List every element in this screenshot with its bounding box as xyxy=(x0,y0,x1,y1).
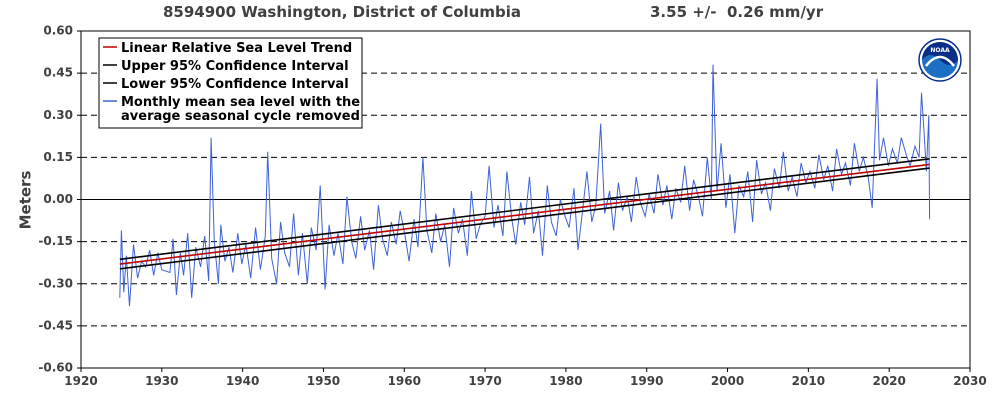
legend-lower-ci-label: Lower 95% Confidence Interval xyxy=(121,77,349,92)
monthly-sea-level-series xyxy=(119,64,931,307)
x-tick-label: 2000 xyxy=(711,374,744,388)
y-tick-label: -0.30 xyxy=(38,276,73,290)
legend-trend-label: Linear Relative Sea Level Trend xyxy=(121,41,352,56)
y-tick-label: -0.15 xyxy=(38,234,73,248)
y-tick-label: -0.45 xyxy=(38,318,73,332)
series-layer xyxy=(119,64,931,307)
legend-box xyxy=(98,37,363,129)
x-tick-label: 2020 xyxy=(872,374,905,388)
y-tick-label: 0.00 xyxy=(43,192,73,206)
y-tick-label: 0.15 xyxy=(43,150,73,164)
legend-upper-ci-label: Upper 95% Confidence Interval xyxy=(121,59,349,74)
x-tick-label: 1920 xyxy=(64,374,97,388)
upper-confidence-line xyxy=(119,157,930,261)
y-axis-label: Meters xyxy=(17,171,35,230)
chart-title: 8594900 Washington, District of Columbia xyxy=(163,3,521,21)
x-tick-label: 1970 xyxy=(468,374,501,388)
lower-confidence-line xyxy=(119,167,930,270)
x-tick-label: 1980 xyxy=(549,374,582,388)
noaa-logo: NOAA xyxy=(918,38,962,82)
x-tick-label: 2030 xyxy=(953,374,986,388)
x-tick-label: 1950 xyxy=(307,374,340,388)
logo-bird xyxy=(925,55,955,67)
x-tick-label: 2010 xyxy=(792,374,825,388)
x-tick-label: 1960 xyxy=(388,374,421,388)
legend-monthly-label: average seasonal cycle removed xyxy=(121,109,360,124)
y-tick-label: 0.60 xyxy=(43,24,73,38)
axis-ticks: -0.60 -0.45 -0.30 -0.15 0.00 0.15 0.30 0.45 0.60… xyxy=(38,24,986,389)
grid-lines xyxy=(81,72,970,327)
trend-rate: 3.55 +/- 0.26 mm/yr xyxy=(650,3,824,21)
logo-text: NOAA xyxy=(930,47,950,54)
legend-monthly-label: Monthly mean sea level with the xyxy=(121,95,360,110)
y-tick-label: 0.30 xyxy=(43,108,73,122)
x-tick-label: 1930 xyxy=(145,374,178,388)
x-tick-label: 1990 xyxy=(630,374,663,388)
trend-line xyxy=(119,163,930,265)
x-tick-label: 1940 xyxy=(226,374,259,388)
y-tick-label: 0.45 xyxy=(43,66,73,80)
y-tick-label: -0.60 xyxy=(38,361,73,375)
legend: Linear Relative Sea Level Trend Upper 95%… xyxy=(98,37,363,129)
